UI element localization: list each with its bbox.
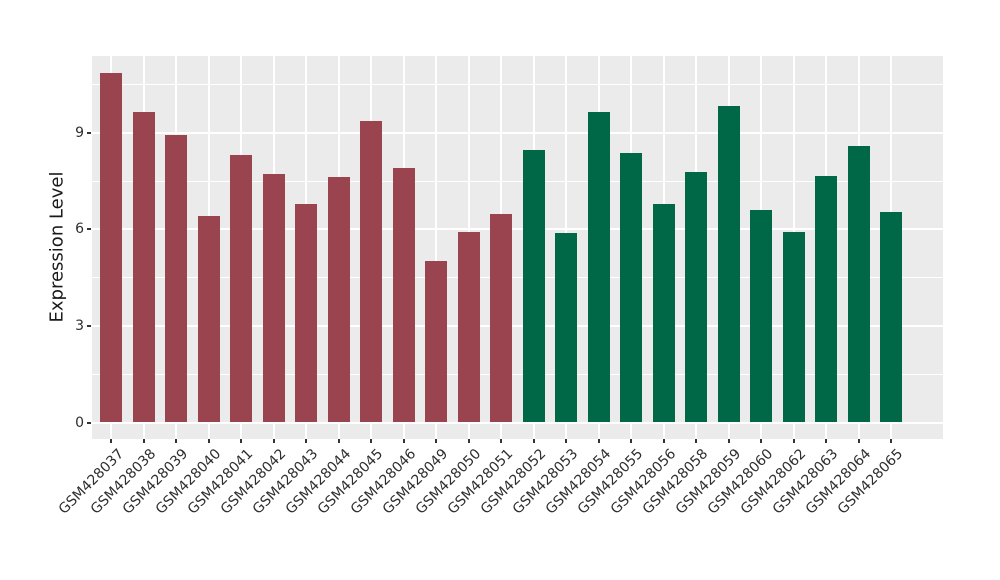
y-tick-label: 3 bbox=[75, 317, 84, 334]
bar-GSM428056 bbox=[652, 204, 675, 423]
x-tick-mark bbox=[272, 439, 275, 443]
y-axis-title: Expression Level bbox=[46, 171, 68, 323]
gridline-minor bbox=[92, 84, 943, 86]
bar-GSM428046 bbox=[392, 168, 415, 423]
bar-GSM428059 bbox=[717, 106, 740, 423]
bar-GSM428042 bbox=[262, 174, 285, 423]
y-tick-label: 6 bbox=[75, 221, 84, 238]
bar-GSM428038 bbox=[132, 111, 155, 423]
x-tick-mark bbox=[630, 439, 633, 443]
x-tick-mark bbox=[402, 439, 405, 443]
y-tick-mark bbox=[87, 228, 91, 231]
x-tick-mark bbox=[597, 439, 600, 443]
bar-GSM428062 bbox=[782, 231, 805, 423]
x-tick-mark bbox=[435, 439, 438, 443]
y-tick-mark bbox=[87, 421, 91, 424]
bar-GSM428037 bbox=[100, 73, 123, 423]
bar-GSM428043 bbox=[295, 204, 318, 423]
y-tick-label: 9 bbox=[75, 124, 84, 141]
bar-GSM428055 bbox=[620, 152, 643, 423]
plot-area bbox=[92, 56, 943, 439]
bar-GSM428060 bbox=[750, 209, 773, 423]
x-tick-mark bbox=[337, 439, 340, 443]
bar-GSM428063 bbox=[815, 176, 838, 423]
x-tick-mark bbox=[760, 439, 763, 443]
bar-GSM428040 bbox=[197, 215, 220, 423]
x-tick-mark bbox=[305, 439, 308, 443]
bar-GSM428045 bbox=[360, 121, 383, 423]
x-tick-mark bbox=[175, 439, 178, 443]
x-tick-mark bbox=[890, 439, 893, 443]
x-tick-mark bbox=[500, 439, 503, 443]
gridline-minor bbox=[92, 373, 943, 375]
bar-GSM428039 bbox=[165, 134, 188, 423]
gridline-minor bbox=[92, 180, 943, 182]
bar-GSM428054 bbox=[587, 112, 610, 423]
bar-GSM428051 bbox=[490, 214, 513, 423]
gridline-major bbox=[92, 324, 943, 327]
bar-GSM428052 bbox=[522, 150, 545, 423]
x-tick-mark bbox=[370, 439, 373, 443]
gridline-vertical bbox=[435, 56, 438, 439]
x-tick-mark bbox=[727, 439, 730, 443]
y-tick-mark bbox=[87, 324, 91, 327]
y-tick-mark bbox=[87, 131, 91, 134]
gridline-minor bbox=[92, 277, 943, 279]
bar-GSM428049 bbox=[425, 261, 448, 423]
x-tick-mark bbox=[142, 439, 145, 443]
bar-GSM428050 bbox=[457, 231, 480, 423]
x-tick-mark bbox=[532, 439, 535, 443]
bar-GSM428053 bbox=[555, 232, 578, 423]
x-tick-mark bbox=[695, 439, 698, 443]
x-tick-mark bbox=[467, 439, 470, 443]
x-tick-mark bbox=[857, 439, 860, 443]
y-tick-label: 0 bbox=[75, 414, 84, 431]
bar-GSM428058 bbox=[685, 172, 708, 423]
x-tick-mark bbox=[565, 439, 568, 443]
gridline-major bbox=[92, 421, 943, 424]
x-tick-mark bbox=[662, 439, 665, 443]
x-tick-mark bbox=[792, 439, 795, 443]
x-tick-mark bbox=[207, 439, 210, 443]
bar-GSM428041 bbox=[230, 154, 253, 423]
bar-GSM428044 bbox=[327, 176, 350, 423]
gridline-major bbox=[92, 228, 943, 231]
x-tick-mark bbox=[110, 439, 113, 443]
x-tick-mark bbox=[240, 439, 243, 443]
gridline-major bbox=[92, 131, 943, 134]
bar-GSM428065 bbox=[880, 211, 903, 423]
bar-GSM428064 bbox=[847, 145, 870, 423]
x-tick-mark bbox=[825, 439, 828, 443]
